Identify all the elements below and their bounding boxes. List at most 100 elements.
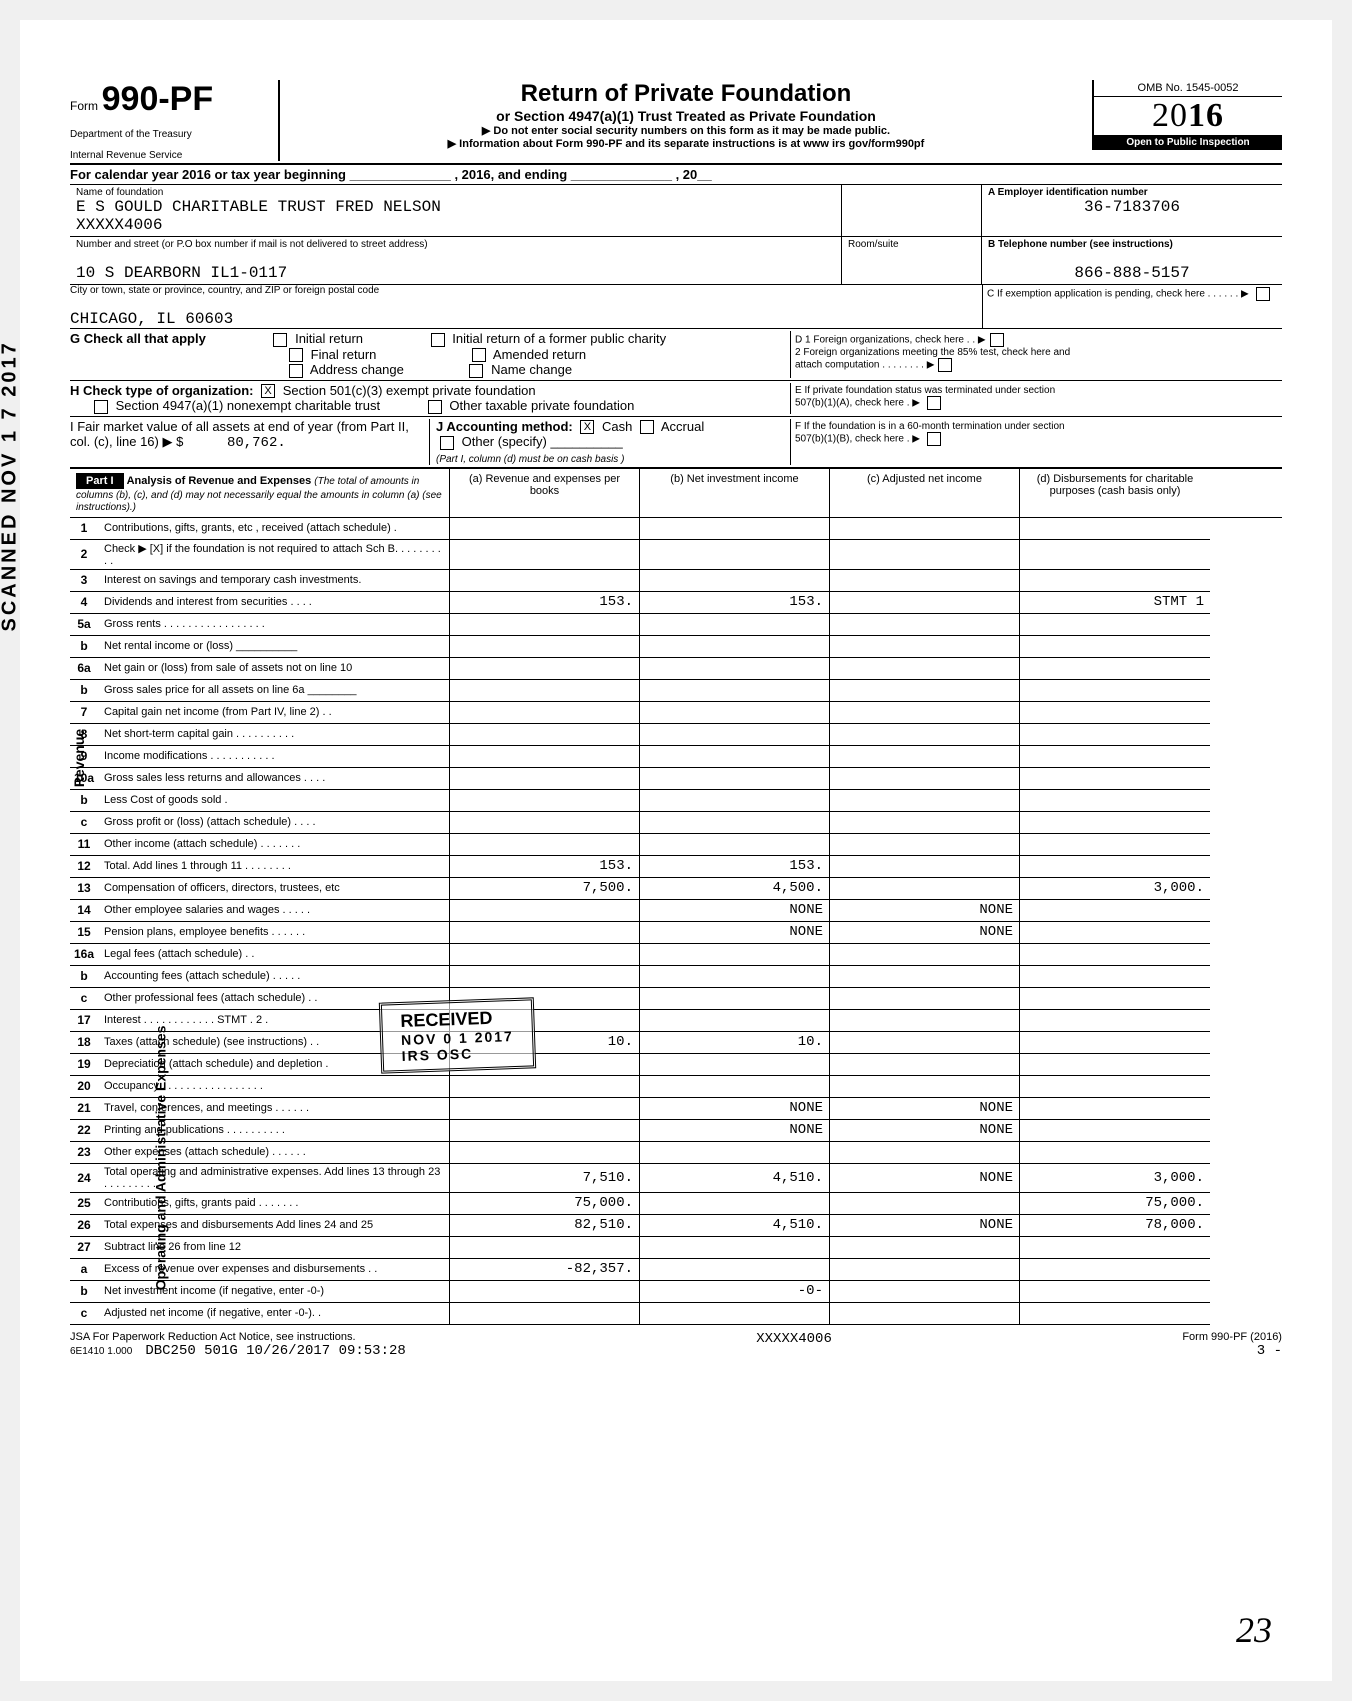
- row-col-c: [830, 1259, 1020, 1281]
- row-col-d: 3,000.: [1020, 1164, 1210, 1193]
- row-col-d: [1020, 1076, 1210, 1098]
- row-col-a: [450, 1120, 640, 1142]
- row-col-b: NONE: [640, 922, 830, 944]
- row-desc: Contributions, gifts, grants paid . . . …: [98, 1193, 450, 1215]
- row-col-c: [830, 966, 1020, 988]
- row-col-d: [1020, 1054, 1210, 1076]
- e-checkbox[interactable]: [927, 396, 941, 410]
- j-label: J Accounting method:: [436, 419, 573, 434]
- row-col-c: [830, 540, 1020, 570]
- d2-checkbox[interactable]: [938, 358, 952, 372]
- form-subtitle: or Section 4947(a)(1) Trust Treated as P…: [290, 108, 1082, 124]
- row-desc: Depreciation (attach schedule) and deple…: [98, 1054, 450, 1076]
- e-label: E If private foundation status was termi…: [795, 385, 1055, 409]
- row-col-b: NONE: [640, 1120, 830, 1142]
- form-page: SCANNED NOV 1 7 2017 Form 990-PF Departm…: [20, 20, 1332, 1681]
- row-desc: Legal fees (attach schedule) . .: [98, 944, 450, 966]
- g-address-checkbox[interactable]: [289, 364, 303, 378]
- g-final-checkbox[interactable]: [289, 348, 303, 362]
- row-desc: Net rental income or (loss) __________: [98, 636, 450, 658]
- row-col-c: [830, 1303, 1020, 1325]
- row-col-d: [1020, 518, 1210, 540]
- row-num: 16a: [70, 944, 98, 966]
- j-cash-checkbox[interactable]: X: [580, 420, 594, 434]
- row-col-b: [640, 790, 830, 812]
- row-desc: Gross sales less returns and allowances …: [98, 768, 450, 790]
- row-desc: Capital gain net income (from Part IV, l…: [98, 702, 450, 724]
- foundation-name: E S GOULD CHARITABLE TRUST FRED NELSON: [76, 198, 835, 216]
- row-col-b: [640, 988, 830, 1010]
- row-col-c: NONE: [830, 1120, 1020, 1142]
- row-num: 17: [70, 1010, 98, 1032]
- col-c: (c) Adjusted net income: [830, 469, 1020, 517]
- footer-left2: 6E1410 1.000: [70, 1346, 132, 1357]
- c-checkbox[interactable]: [1256, 287, 1270, 301]
- d1-checkbox[interactable]: [990, 333, 1004, 347]
- col-d: (d) Disbursements for charitable purpose…: [1020, 469, 1210, 517]
- row-col-a: [450, 922, 640, 944]
- row-desc: Total operating and administrative expen…: [98, 1164, 450, 1193]
- row-col-a: [450, 1054, 640, 1076]
- row-col-a: [450, 658, 640, 680]
- row-col-a: [450, 1098, 640, 1120]
- row-num: 13: [70, 878, 98, 900]
- f-checkbox[interactable]: [927, 432, 941, 446]
- row-desc: Interest on savings and temporary cash i…: [98, 570, 450, 592]
- g-opt4: Amended return: [493, 347, 586, 362]
- row-col-d: [1020, 966, 1210, 988]
- row-col-c: [830, 1281, 1020, 1303]
- row-col-a: [450, 1237, 640, 1259]
- row-col-b: [640, 1303, 830, 1325]
- calendar-year-line: For calendar year 2016 or tax year begin…: [70, 165, 1282, 185]
- row-col-a: [450, 988, 640, 1010]
- footer: JSA For Paperwork Reduction Act Notice, …: [70, 1331, 1282, 1359]
- row-col-c: [830, 702, 1020, 724]
- row-desc: Total. Add lines 1 through 11 . . . . . …: [98, 856, 450, 878]
- city-value: CHICAGO, IL 60603: [70, 310, 982, 328]
- row-col-d: [1020, 702, 1210, 724]
- h-4947-checkbox[interactable]: [94, 400, 108, 414]
- row-col-b: [640, 966, 830, 988]
- row-col-b: 4,510.: [640, 1215, 830, 1237]
- row-desc: Total expenses and disbursements Add lin…: [98, 1215, 450, 1237]
- row-desc: Other income (attach schedule) . . . . .…: [98, 834, 450, 856]
- g-namechg-checkbox[interactable]: [469, 364, 483, 378]
- g-amended-checkbox[interactable]: [472, 348, 486, 362]
- h-other-checkbox[interactable]: [428, 400, 442, 414]
- row-col-d: [1020, 540, 1210, 570]
- g-initial-checkbox[interactable]: [273, 333, 287, 347]
- row-num: 6a: [70, 658, 98, 680]
- name-label: Name of foundation: [76, 187, 835, 198]
- row-num: 7: [70, 702, 98, 724]
- phone-label: B Telephone number (see instructions): [988, 239, 1276, 250]
- row-col-c: [830, 1142, 1020, 1164]
- row-col-a: [450, 1281, 640, 1303]
- row-col-c: [830, 834, 1020, 856]
- row-col-c: [830, 988, 1020, 1010]
- row-col-b: [640, 658, 830, 680]
- row-col-a: 153.: [450, 592, 640, 614]
- row-col-d: [1020, 1120, 1210, 1142]
- row-num: 21: [70, 1098, 98, 1120]
- footer-right1: Form 990-PF (2016): [1182, 1331, 1282, 1343]
- row-col-a: [450, 1076, 640, 1098]
- j-accrual-checkbox[interactable]: [640, 420, 654, 434]
- row-col-c: [830, 614, 1020, 636]
- handwritten-initials: 23: [1236, 1609, 1272, 1651]
- row-col-d: [1020, 1303, 1210, 1325]
- row-col-d: [1020, 812, 1210, 834]
- row-desc: Gross profit or (loss) (attach schedule)…: [98, 812, 450, 834]
- j-other-checkbox[interactable]: [440, 436, 454, 450]
- h-501c3-checkbox[interactable]: X: [261, 384, 275, 398]
- row-col-c: [830, 1054, 1020, 1076]
- g-former-checkbox[interactable]: [431, 333, 445, 347]
- row-desc: Net investment income (if negative, ente…: [98, 1281, 450, 1303]
- row-col-a: [450, 636, 640, 658]
- foundation-name2: XXXXX4006: [76, 216, 835, 234]
- row-desc: Net gain or (loss) from sale of assets n…: [98, 658, 450, 680]
- row-col-c: NONE: [830, 1164, 1020, 1193]
- row-col-d: [1020, 1237, 1210, 1259]
- row-col-c: [830, 878, 1020, 900]
- row-col-d: [1020, 790, 1210, 812]
- row-col-a: [450, 966, 640, 988]
